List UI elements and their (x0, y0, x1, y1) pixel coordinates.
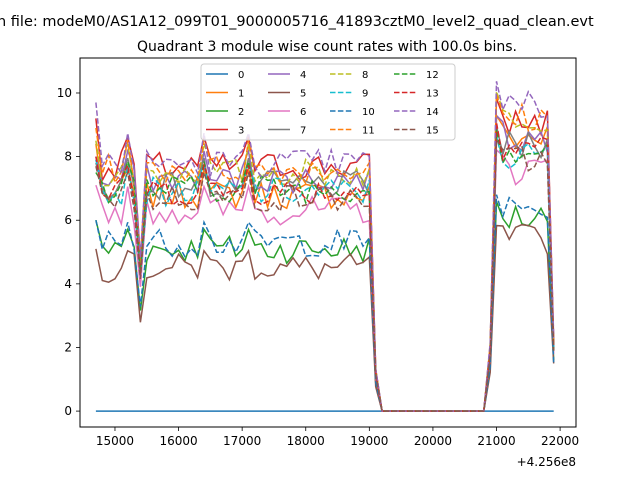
legend-label-8: 8 (362, 70, 368, 81)
series-line-15 (95, 137, 555, 412)
legend-label-6: 6 (300, 107, 306, 118)
y-tick-label: 2 (64, 340, 72, 354)
y-tick-label: 4 (64, 277, 72, 291)
x-tick-label: 17000 (223, 434, 261, 448)
x-tick-label: 16000 (159, 434, 197, 448)
y-tick-label: 8 (64, 150, 72, 164)
x-tick-label: 21000 (477, 434, 515, 448)
y-tick-label: 10 (57, 86, 72, 100)
legend-label-11: 11 (362, 126, 375, 137)
plot-area (95, 81, 555, 412)
legend-label-12: 12 (426, 70, 439, 81)
suptitle: n file: modeM0/AS1A12_099T01_9000005716_… (0, 14, 594, 30)
y-tick-label: 0 (64, 404, 72, 418)
series-line-14 (95, 81, 555, 412)
legend-label-13: 13 (426, 89, 439, 100)
axes-frame (79, 57, 577, 428)
x-tick-label: 15000 (96, 434, 134, 448)
x-offset-label: +4.256e8 (517, 455, 576, 469)
legend-label-4: 4 (300, 70, 306, 81)
legend-label-2: 2 (238, 107, 244, 118)
legend-label-10: 10 (362, 107, 375, 118)
legend-label-15: 15 (426, 126, 439, 137)
x-tick-label: 18000 (287, 434, 325, 448)
legend-label-5: 5 (300, 89, 306, 100)
legend-label-7: 7 (300, 126, 306, 137)
y-tick-label: 6 (64, 213, 72, 227)
x-tick-label: 22000 (541, 434, 579, 448)
legend-label-1: 1 (238, 89, 244, 100)
legend-label-3: 3 (238, 126, 244, 137)
series-line-5 (95, 223, 555, 412)
x-tick-label: 19000 (350, 434, 388, 448)
series-line-10 (95, 194, 555, 412)
x-tick-label: 20000 (414, 434, 452, 448)
legend-label-14: 14 (426, 107, 439, 118)
axis-ticks: 15000 16000 17000 18000 19000 20000 21000 22000… (57, 86, 579, 448)
chart-title: Quadrant 3 module wise count rates with … (137, 39, 517, 55)
legend-label-0: 0 (238, 70, 244, 81)
legend-box (200, 63, 456, 141)
legend-label-9: 9 (362, 89, 368, 100)
